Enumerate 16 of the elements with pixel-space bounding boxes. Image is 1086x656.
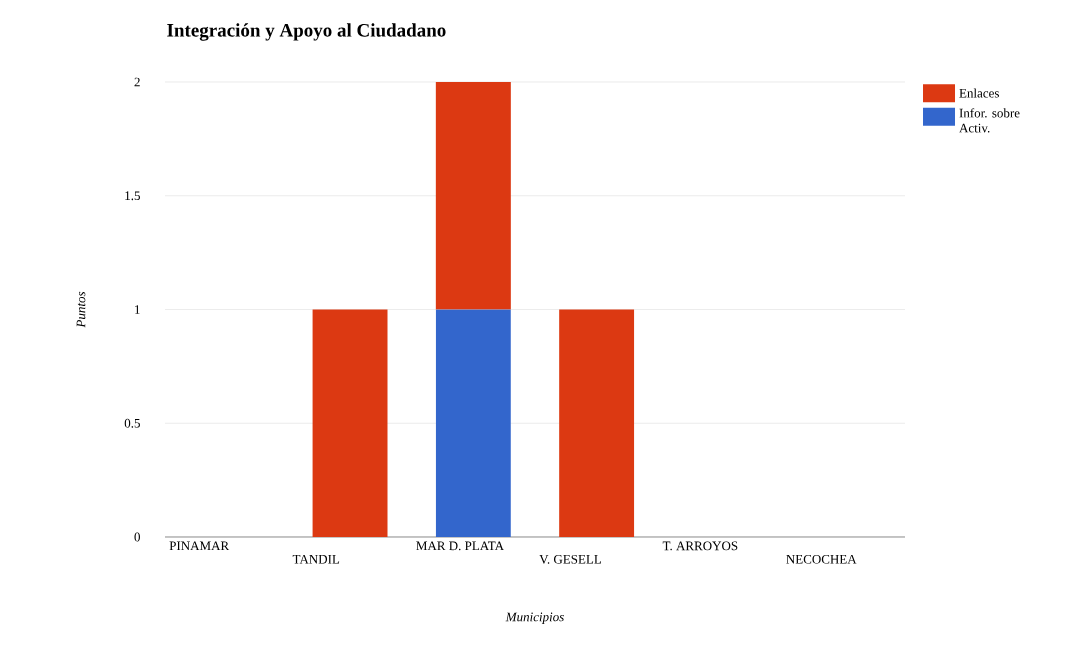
y-tick-label: 2 xyxy=(134,77,140,87)
y-tick-label: 1 xyxy=(135,305,140,314)
y-tick-label: 1.5 xyxy=(125,191,140,201)
x-tick-label: NECOCHEA xyxy=(786,554,857,564)
x-tick-label: PINAMAR xyxy=(169,541,230,551)
y-tick-label: 0 xyxy=(134,532,140,542)
legend-label: Enlaces xyxy=(959,88,999,98)
x-tick-label: TANDIL xyxy=(292,554,340,564)
chart-title: Integración y Apoyo al Ciudadano xyxy=(167,23,446,41)
x-tick-label: V. GESELL xyxy=(539,554,602,564)
y-tick-label: 0.5 xyxy=(124,418,140,428)
x-tick-label: MAR D. PLATA xyxy=(416,541,504,551)
y-axis-title: Puntos xyxy=(76,291,86,328)
x-axis-title: Municipios xyxy=(505,612,564,624)
x-tick-label: T. ARROYOS xyxy=(662,541,738,551)
legend-label: Infor. sobre Activ. xyxy=(959,108,1020,133)
